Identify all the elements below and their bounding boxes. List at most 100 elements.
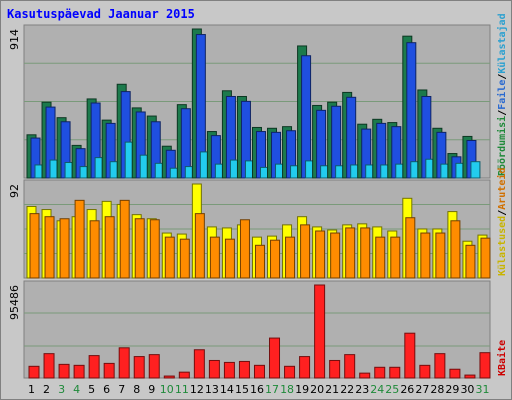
bar-visits-sites-Aruteid-26: [405, 217, 416, 279]
y-max-label-visits-sites: 92: [8, 184, 21, 198]
x-tick-label-11: 11: [175, 383, 189, 396]
legend-kbytes-part-0: KBaite: [496, 340, 508, 376]
legend-hits-files-pages-part-4: Külastajad: [496, 13, 508, 73]
bar-visits-sites-Aruteid-14: [224, 238, 235, 279]
bar-kbytes-KBaite-9: [148, 354, 160, 379]
bar-visits-sites-Aruteid-18: [285, 236, 296, 279]
bar-visits-sites-Aruteid-31: [480, 237, 491, 279]
bar-visits-sites-Aruteid-3: [59, 218, 70, 279]
legend-hits-files-pages: Pöördumisi/Faile/Külastajad: [496, 13, 508, 176]
bar-visits-sites-Aruteid-20: [315, 230, 326, 279]
x-tick-label-31: 31: [475, 383, 489, 396]
x-tick-label-14: 14: [220, 383, 234, 396]
x-tick-label-27: 27: [415, 383, 429, 396]
bar-kbytes-KBaite-13: [208, 359, 220, 379]
bar-visits-sites-Aruteid-11: [179, 238, 190, 279]
x-tick-label-19: 19: [295, 383, 309, 396]
x-tick-label-20: 20: [310, 383, 324, 396]
x-tick-label-21: 21: [325, 383, 339, 396]
bar-visits-sites-Aruteid-7: [119, 199, 130, 279]
bar-visits-sites-Aruteid-12: [194, 213, 205, 279]
legend-kbytes: KBaite: [496, 340, 508, 376]
x-tick-label-13: 13: [205, 383, 219, 396]
bar-kbytes-KBaite-24: [374, 366, 386, 379]
bar-visits-sites-Aruteid-28: [435, 232, 446, 279]
x-tick-label-6: 6: [103, 383, 110, 396]
bar-visits-sites-Aruteid-29: [450, 220, 461, 279]
bar-kbytes-KBaite-22: [344, 354, 356, 379]
x-tick-label-22: 22: [340, 383, 354, 396]
chart-title: Kasutuspäevad Jaanuar 2015: [7, 7, 195, 21]
bar-visits-sites-Aruteid-4: [74, 199, 85, 279]
bar-kbytes-KBaite-5: [88, 355, 100, 379]
bar-kbytes-KBaite-10: [163, 375, 175, 379]
bar-visits-sites-Aruteid-25: [390, 236, 401, 279]
x-tick-label-8: 8: [133, 383, 140, 396]
bar-kbytes-KBaite-6: [103, 362, 115, 379]
bar-visits-sites-Aruteid-27: [420, 232, 431, 279]
bar-visits-sites-Aruteid-21: [330, 232, 341, 279]
x-tick-label-12: 12: [190, 383, 204, 396]
bar-kbytes-KBaite-18: [284, 365, 296, 379]
bar-kbytes-KBaite-11: [178, 371, 190, 379]
x-tick-label-9: 9: [148, 383, 155, 396]
x-tick-label-1: 1: [28, 383, 35, 396]
x-tick-label-2: 2: [43, 383, 50, 396]
x-tick-label-3: 3: [58, 383, 65, 396]
bar-kbytes-KBaite-12: [193, 349, 205, 379]
bar-kbytes-KBaite-20: [314, 284, 326, 379]
bar-visits-sites-Aruteid-10: [164, 236, 175, 279]
legend-visits-sites-part-1: /: [497, 210, 508, 216]
bar-hits-files-pages-Faile-19: [301, 55, 312, 179]
x-tick-label-4: 4: [73, 383, 80, 396]
bar-visits-sites-Aruteid-30: [465, 244, 476, 279]
bar-visits-sites-Aruteid-19: [300, 224, 311, 279]
bar-kbytes-KBaite-29: [449, 368, 461, 379]
bar-kbytes-KBaite-21: [329, 359, 341, 379]
bar-hits-files-pages-Külastajad-30: [470, 161, 481, 179]
bar-visits-sites-Aruteid-6: [104, 216, 115, 279]
bar-kbytes-KBaite-23: [359, 372, 371, 379]
x-tick-label-7: 7: [118, 383, 125, 396]
bar-kbytes-KBaite-7: [118, 347, 130, 379]
legend-visits-sites-part-0: Külastused: [497, 216, 508, 276]
x-tick-label-28: 28: [430, 383, 444, 396]
x-tick-label-24: 24: [370, 383, 384, 396]
bar-kbytes-KBaite-15: [238, 360, 250, 379]
bar-kbytes-KBaite-14: [223, 361, 235, 379]
legend-hits-files-pages-part-3: /: [497, 74, 508, 80]
x-tick-label-26: 26: [400, 383, 414, 396]
x-tick-label-30: 30: [460, 383, 474, 396]
bar-kbytes-KBaite-31: [479, 352, 491, 379]
legend-hits-files-pages-part-0: Pöördumisi: [496, 116, 508, 176]
bar-kbytes-KBaite-27: [419, 364, 431, 379]
bar-visits-sites-Aruteid-23: [360, 227, 371, 279]
bar-kbytes-KBaite-8: [133, 356, 145, 379]
bar-visits-sites-Aruteid-5: [89, 220, 100, 279]
x-tick-label-17: 17: [265, 383, 279, 396]
legend-hits-files-pages-part-2: Faile: [496, 80, 508, 110]
bar-kbytes-KBaite-19: [299, 356, 311, 379]
bar-kbytes-KBaite-17: [269, 337, 281, 379]
bar-visits-sites-Aruteid-22: [345, 227, 356, 279]
bar-visits-sites-Aruteid-9: [149, 219, 160, 279]
legend-visits-sites-part-2: Aruteid: [496, 168, 508, 210]
y-max-label-hits-files-pages: 914: [8, 29, 21, 50]
bar-visits-sites-Aruteid-24: [375, 236, 386, 279]
x-tick-label-25: 25: [385, 383, 399, 396]
bar-visits-sites-Aruteid-17: [270, 239, 281, 279]
bar-visits-sites-Aruteid-15: [239, 219, 250, 279]
bar-kbytes-KBaite-30: [464, 374, 476, 379]
bar-visits-sites-Aruteid-13: [209, 236, 220, 279]
x-tick-label-23: 23: [355, 383, 369, 396]
bar-hits-files-pages-Faile-26: [406, 42, 417, 179]
x-tick-label-10: 10: [160, 383, 174, 396]
bar-visits-sites-Aruteid-16: [254, 244, 265, 279]
bar-kbytes-KBaite-26: [404, 332, 416, 379]
legend-hits-files-pages-part-1: /: [497, 110, 508, 116]
bar-kbytes-KBaite-25: [389, 366, 401, 379]
bar-kbytes-KBaite-2: [43, 353, 55, 379]
x-tick-label-5: 5: [88, 383, 95, 396]
x-tick-label-15: 15: [235, 383, 249, 396]
